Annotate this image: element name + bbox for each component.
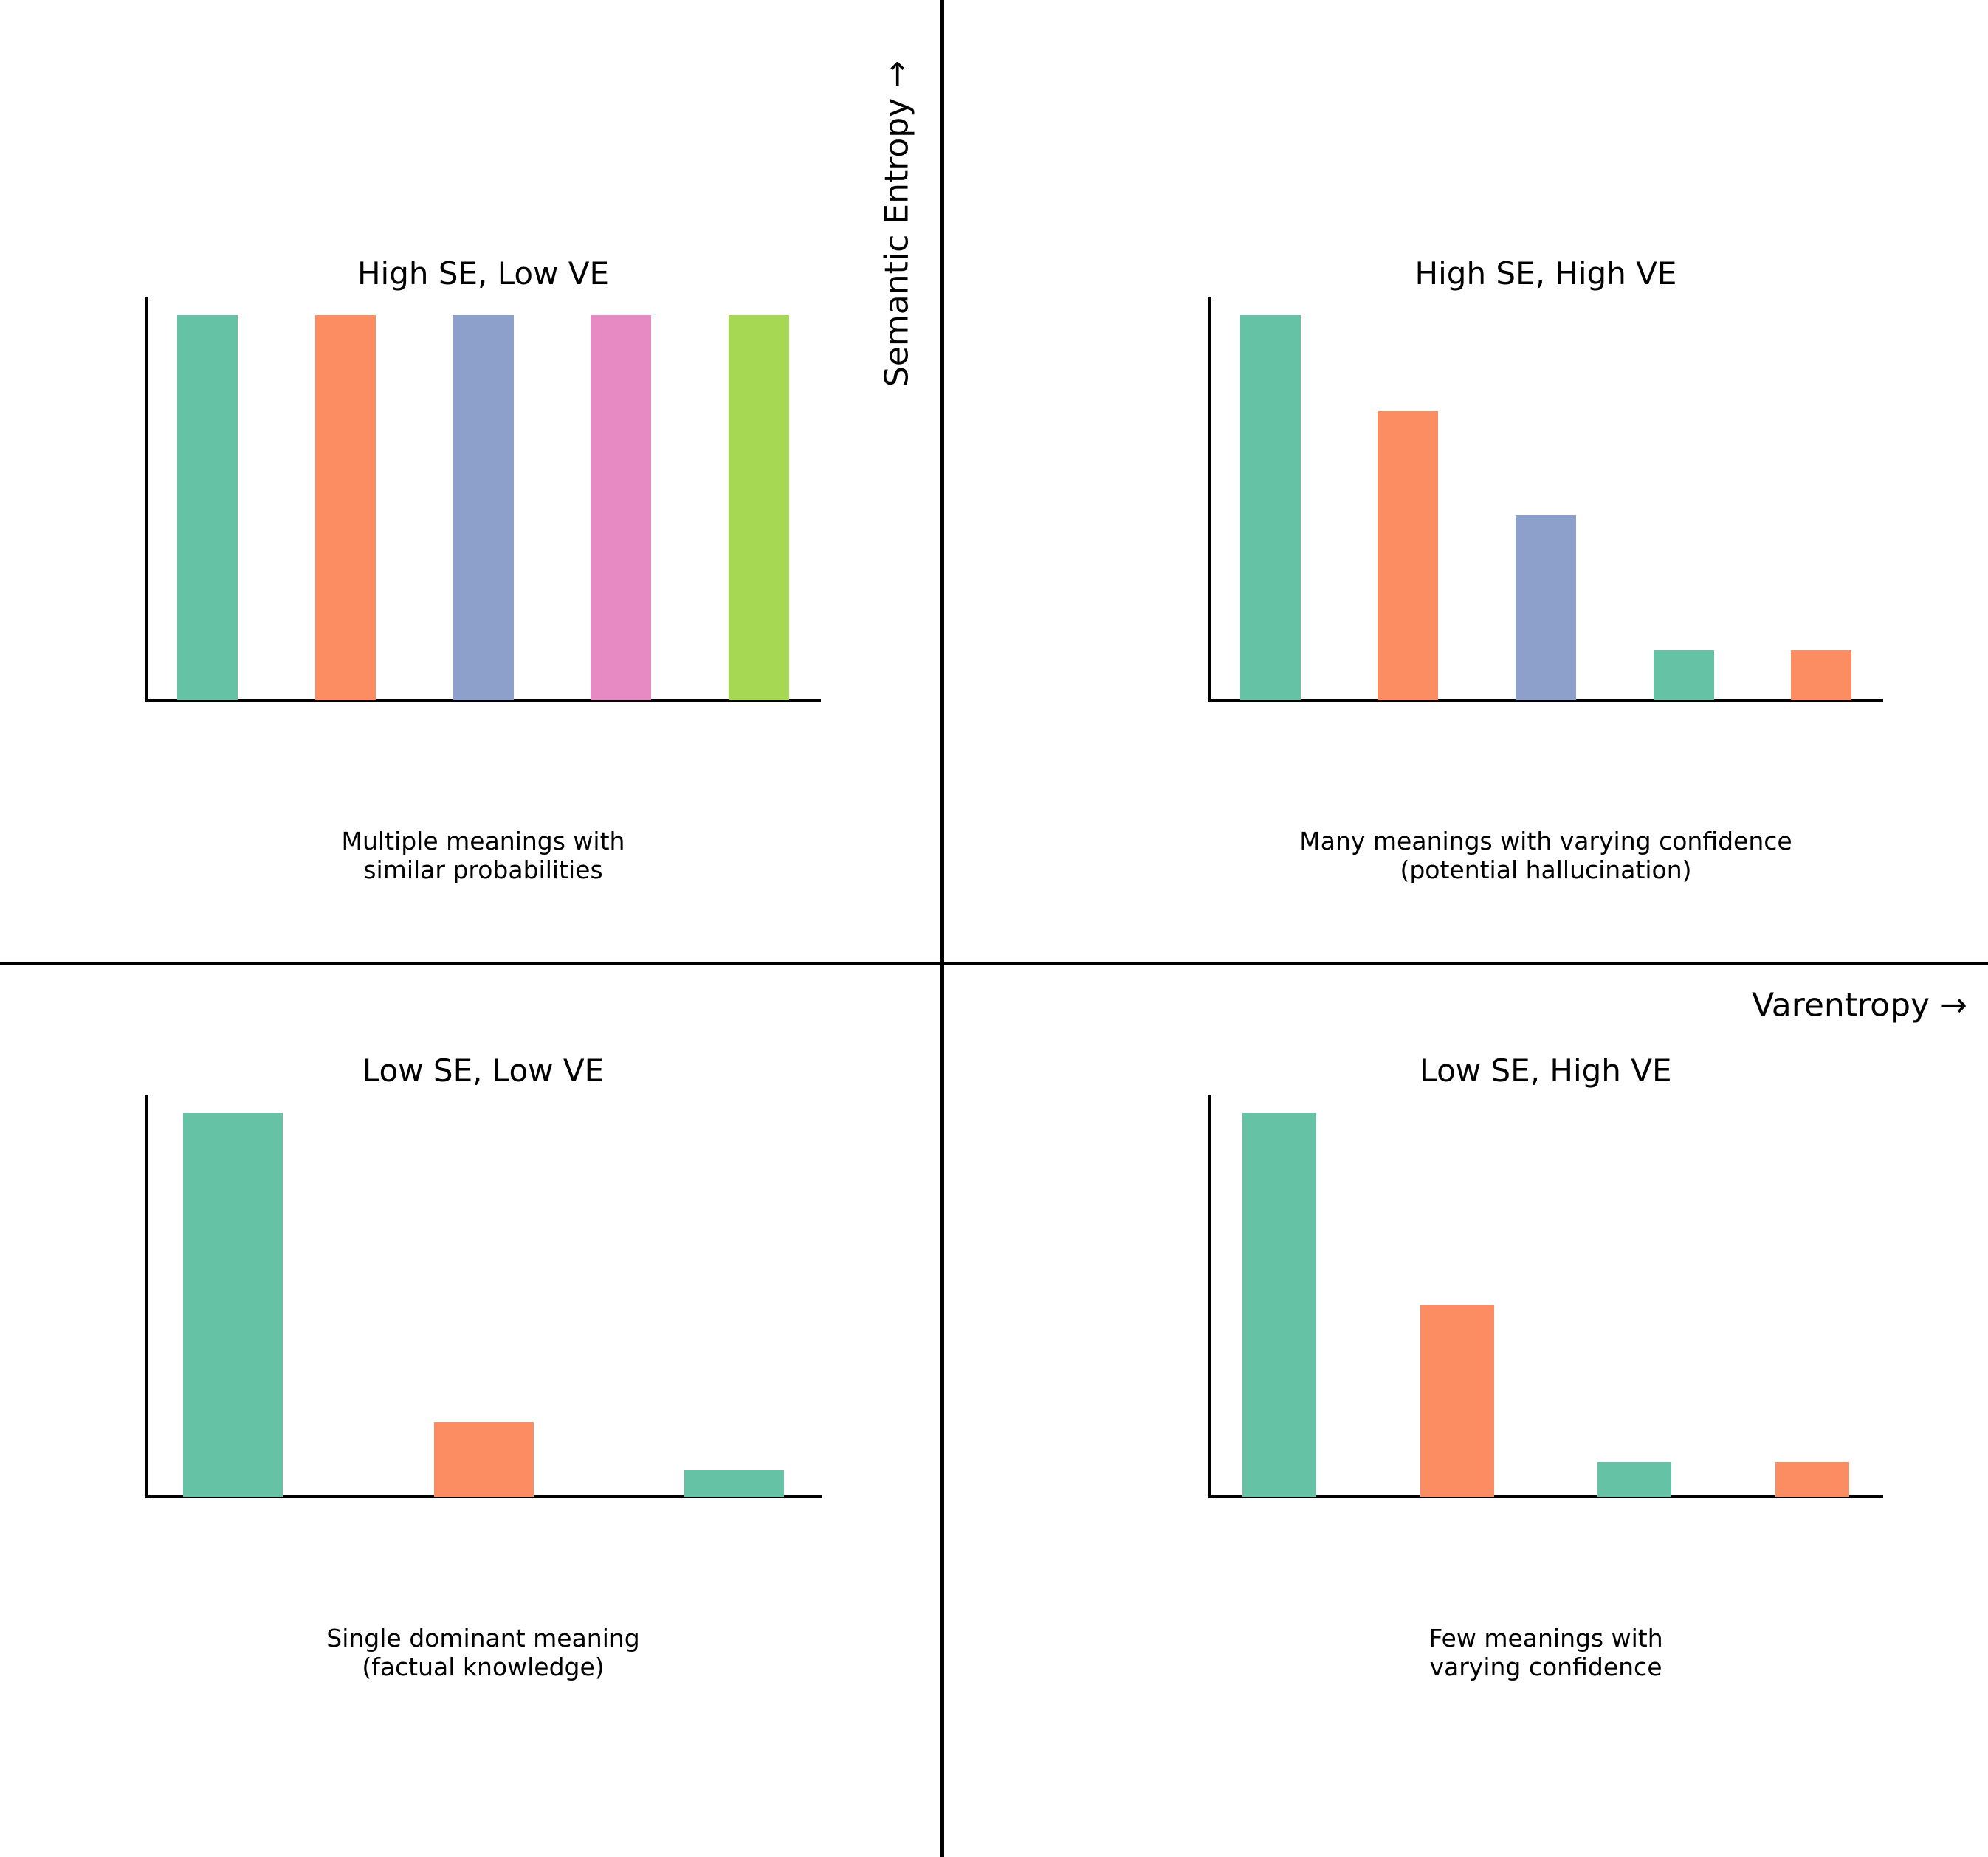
quadrant-title: Low SE, High VE — [1420, 1052, 1672, 1089]
bar — [314, 315, 376, 700]
y-axis-line — [145, 297, 148, 702]
quadrant-caption: Few meanings with varying confidence — [1208, 1624, 1883, 1681]
bar-chart — [145, 297, 821, 702]
bar-chart — [145, 1095, 822, 1498]
varentropy-axis-label: Varentropy → — [1752, 986, 1967, 1024]
quadrant-title: Low SE, Low VE — [362, 1052, 605, 1089]
bar — [1775, 1462, 1850, 1497]
y-axis-line — [1208, 297, 1211, 702]
bars-layer — [145, 297, 821, 702]
quadrant-title: High SE, High VE — [1414, 255, 1677, 292]
bar — [1516, 515, 1576, 700]
bar — [684, 1470, 785, 1497]
caption-line-2: (factual knowledge) — [362, 1653, 605, 1681]
quadrant-caption: Single dominant meaning (factual knowledg… — [145, 1624, 821, 1681]
bar — [591, 315, 652, 700]
x-axis-line — [1208, 1495, 1883, 1498]
bar — [1791, 650, 1852, 700]
quadrant-caption: Many meanings with varying confidence (po… — [1208, 827, 1883, 884]
bar — [1597, 1462, 1672, 1497]
bars-layer — [1208, 297, 1883, 702]
x-axis-line — [145, 1495, 822, 1498]
horizontal-divider-line — [0, 962, 1988, 965]
quadrant-title: High SE, Low VE — [357, 255, 610, 292]
bar — [176, 315, 238, 700]
caption-line-1: Few meanings with — [1428, 1624, 1663, 1653]
caption-line-1: Multiple meanings with — [341, 827, 625, 855]
semantic-entropy-axis-label: Semantic Entropy → — [878, 60, 916, 387]
bar — [1239, 315, 1301, 700]
bar — [1420, 1305, 1494, 1497]
bar — [1242, 1113, 1316, 1497]
x-axis-line — [145, 699, 821, 702]
bars-layer — [1208, 1095, 1883, 1498]
caption-line-1: Single dominant meaning — [326, 1624, 640, 1653]
bar-chart — [1208, 1095, 1883, 1498]
quadrant-caption: Multiple meanings with similar probabilit… — [145, 827, 821, 884]
vertical-divider-line — [940, 0, 944, 1857]
bar — [453, 315, 514, 700]
bar-chart — [1208, 297, 1883, 702]
caption-line-1: Many meanings with varying confidence — [1299, 827, 1792, 855]
bar — [1653, 650, 1714, 700]
bar — [729, 315, 790, 700]
caption-line-2: similar probabilities — [363, 855, 603, 884]
y-axis-line — [1208, 1095, 1211, 1498]
bar — [433, 1422, 534, 1497]
x-axis-line — [1208, 699, 1883, 702]
bar — [1378, 411, 1439, 700]
caption-line-2: varying confidence — [1429, 1653, 1662, 1681]
bar — [182, 1113, 283, 1497]
y-axis-line — [145, 1095, 148, 1498]
bars-layer — [145, 1095, 822, 1498]
caption-line-2: (potential hallucination) — [1400, 855, 1692, 884]
